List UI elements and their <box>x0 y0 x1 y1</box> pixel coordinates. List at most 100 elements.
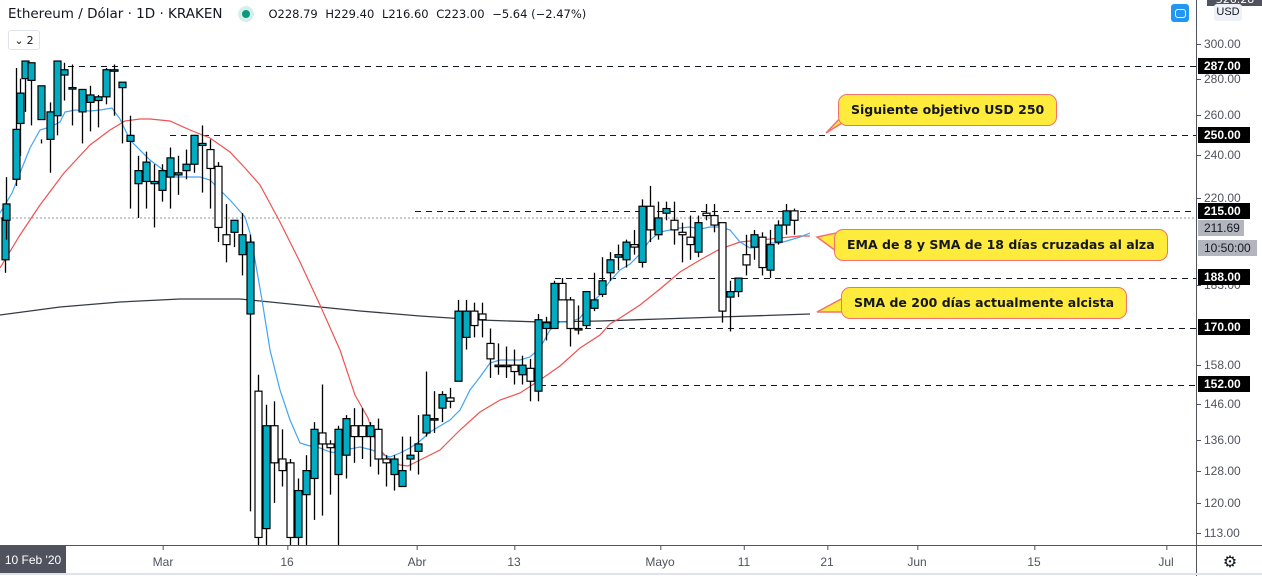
close-value: C223.00 <box>436 7 485 21</box>
time-axis[interactable]: Mar 16 Abr 13 Mayo 11 21 Jun 15 Jul 10 F… <box>0 545 1196 576</box>
candle-down <box>718 222 727 312</box>
price-tick: 128.00 <box>1197 464 1241 478</box>
level-label-215: 215.00 <box>1198 203 1250 219</box>
candle-down <box>526 367 535 382</box>
currency-button[interactable]: USD <box>1214 4 1242 21</box>
candle-up <box>150 180 159 185</box>
indicators-collapse-button[interactable]: ⌄ 2 <box>8 30 40 50</box>
candle-down <box>566 299 575 330</box>
callout-ema-sma-cross[interactable]: EMA de 8 y SMA de 18 días cruzadas al al… <box>834 229 1168 261</box>
time-label: Mayo <box>645 546 675 569</box>
candle-down <box>678 231 687 236</box>
sma200-line <box>0 298 811 323</box>
candle-down <box>286 462 295 539</box>
price-axis[interactable]: 326.28 USD 300.00 280.00 260.00 240.00 2… <box>1196 0 1262 545</box>
candle-up <box>134 170 143 185</box>
level-label-152: 152.00 <box>1198 376 1250 392</box>
candle-up <box>78 88 87 113</box>
indicator-count: 2 <box>26 33 34 47</box>
candle-down <box>486 342 495 360</box>
candle-up <box>294 489 303 539</box>
candlesticks <box>1 60 799 545</box>
price-tick: 120.00 <box>1197 496 1241 510</box>
candle-up <box>126 134 135 142</box>
symbol-legend: Ethereum / Dólar · 1D · KRAKEN O228.79 H… <box>8 6 590 22</box>
candle-up <box>86 94 95 104</box>
candle-up <box>622 241 631 261</box>
open-value: O228.79 <box>268 7 318 21</box>
price-tick: 113.00 <box>1197 526 1240 540</box>
price-tick: 260.00 <box>1197 108 1241 122</box>
candle-down <box>510 364 519 373</box>
candle-up <box>342 418 351 456</box>
candle-down <box>270 425 279 464</box>
candle-down <box>326 443 335 449</box>
candle-up <box>406 454 415 460</box>
candle-up <box>198 142 207 147</box>
candle-up <box>534 319 543 392</box>
candle-down <box>478 313 487 321</box>
candle-up <box>262 425 271 530</box>
price-tick: 146.00 <box>1197 397 1241 411</box>
candle-up <box>782 210 791 226</box>
time-label: 15 <box>1027 546 1041 569</box>
candle-up <box>494 364 503 368</box>
candle-down <box>446 397 455 402</box>
candle-up <box>694 222 703 253</box>
candle-up <box>238 234 247 256</box>
time-label: Jul <box>1158 546 1174 569</box>
candle-up <box>750 234 759 248</box>
candle-down <box>278 458 287 472</box>
level-label-188: 188.00 <box>1198 269 1250 285</box>
candle-down <box>374 428 383 460</box>
candle-down <box>558 282 567 301</box>
candle-down <box>630 244 639 248</box>
candle-up <box>390 458 399 476</box>
candle-up <box>182 163 191 172</box>
candle-down <box>358 425 367 438</box>
candle-up <box>166 157 175 178</box>
market-status-icon <box>238 6 255 22</box>
candle-down <box>214 165 223 229</box>
candle-up <box>518 364 527 376</box>
auto-scale-button[interactable] <box>1171 4 1189 22</box>
price-tick: 280.00 <box>1197 72 1241 86</box>
candle-up <box>590 299 599 309</box>
candle-down <box>470 310 479 327</box>
candle-up <box>422 414 431 434</box>
candle-up <box>606 259 615 274</box>
candle-up <box>726 290 735 298</box>
current-date-label: 10 Feb '20 <box>0 546 66 575</box>
chart-settings-button[interactable]: ⚙ <box>1196 545 1262 576</box>
time-label: Jun <box>907 546 927 569</box>
candle-up <box>46 111 55 140</box>
ohlc-values: O228.79 H229.40 L216.60 C223.00 −5.64 (−… <box>268 7 590 21</box>
candle-down <box>382 458 391 464</box>
price-chart[interactable] <box>0 0 1196 545</box>
candle-down <box>222 234 231 246</box>
high-value: H229.40 <box>325 7 375 21</box>
candle-up <box>638 205 647 263</box>
price-tick: 240.00 <box>1197 148 1241 162</box>
candle-up <box>774 224 783 243</box>
candle-up <box>110 69 119 72</box>
price-tick: 158.00 <box>1197 358 1241 372</box>
chevron-down-icon: ⌄ <box>14 33 24 47</box>
candle-down <box>710 214 719 226</box>
candle-down <box>350 425 359 438</box>
symbol-title[interactable]: Ethereum / Dólar · 1D · KRAKEN <box>8 6 223 22</box>
candle-up <box>190 134 199 165</box>
candle-up <box>614 254 623 258</box>
callout-next-target[interactable]: Siguiente objetivo USD 250 <box>838 94 1058 126</box>
candle-up <box>462 310 471 339</box>
candle-down <box>758 236 767 269</box>
candle-up <box>2 203 11 221</box>
candle-down <box>318 432 327 445</box>
candle-up <box>27 62 36 81</box>
time-label: 11 <box>737 546 751 569</box>
callout-text: EMA de 8 y SMA de 18 días cruzadas al al… <box>847 237 1155 252</box>
time-label: 21 <box>820 546 834 569</box>
candle-up <box>430 418 439 421</box>
callout-sma200[interactable]: SMA de 200 días actualmente alcista <box>841 287 1128 319</box>
candle-up <box>414 443 423 453</box>
